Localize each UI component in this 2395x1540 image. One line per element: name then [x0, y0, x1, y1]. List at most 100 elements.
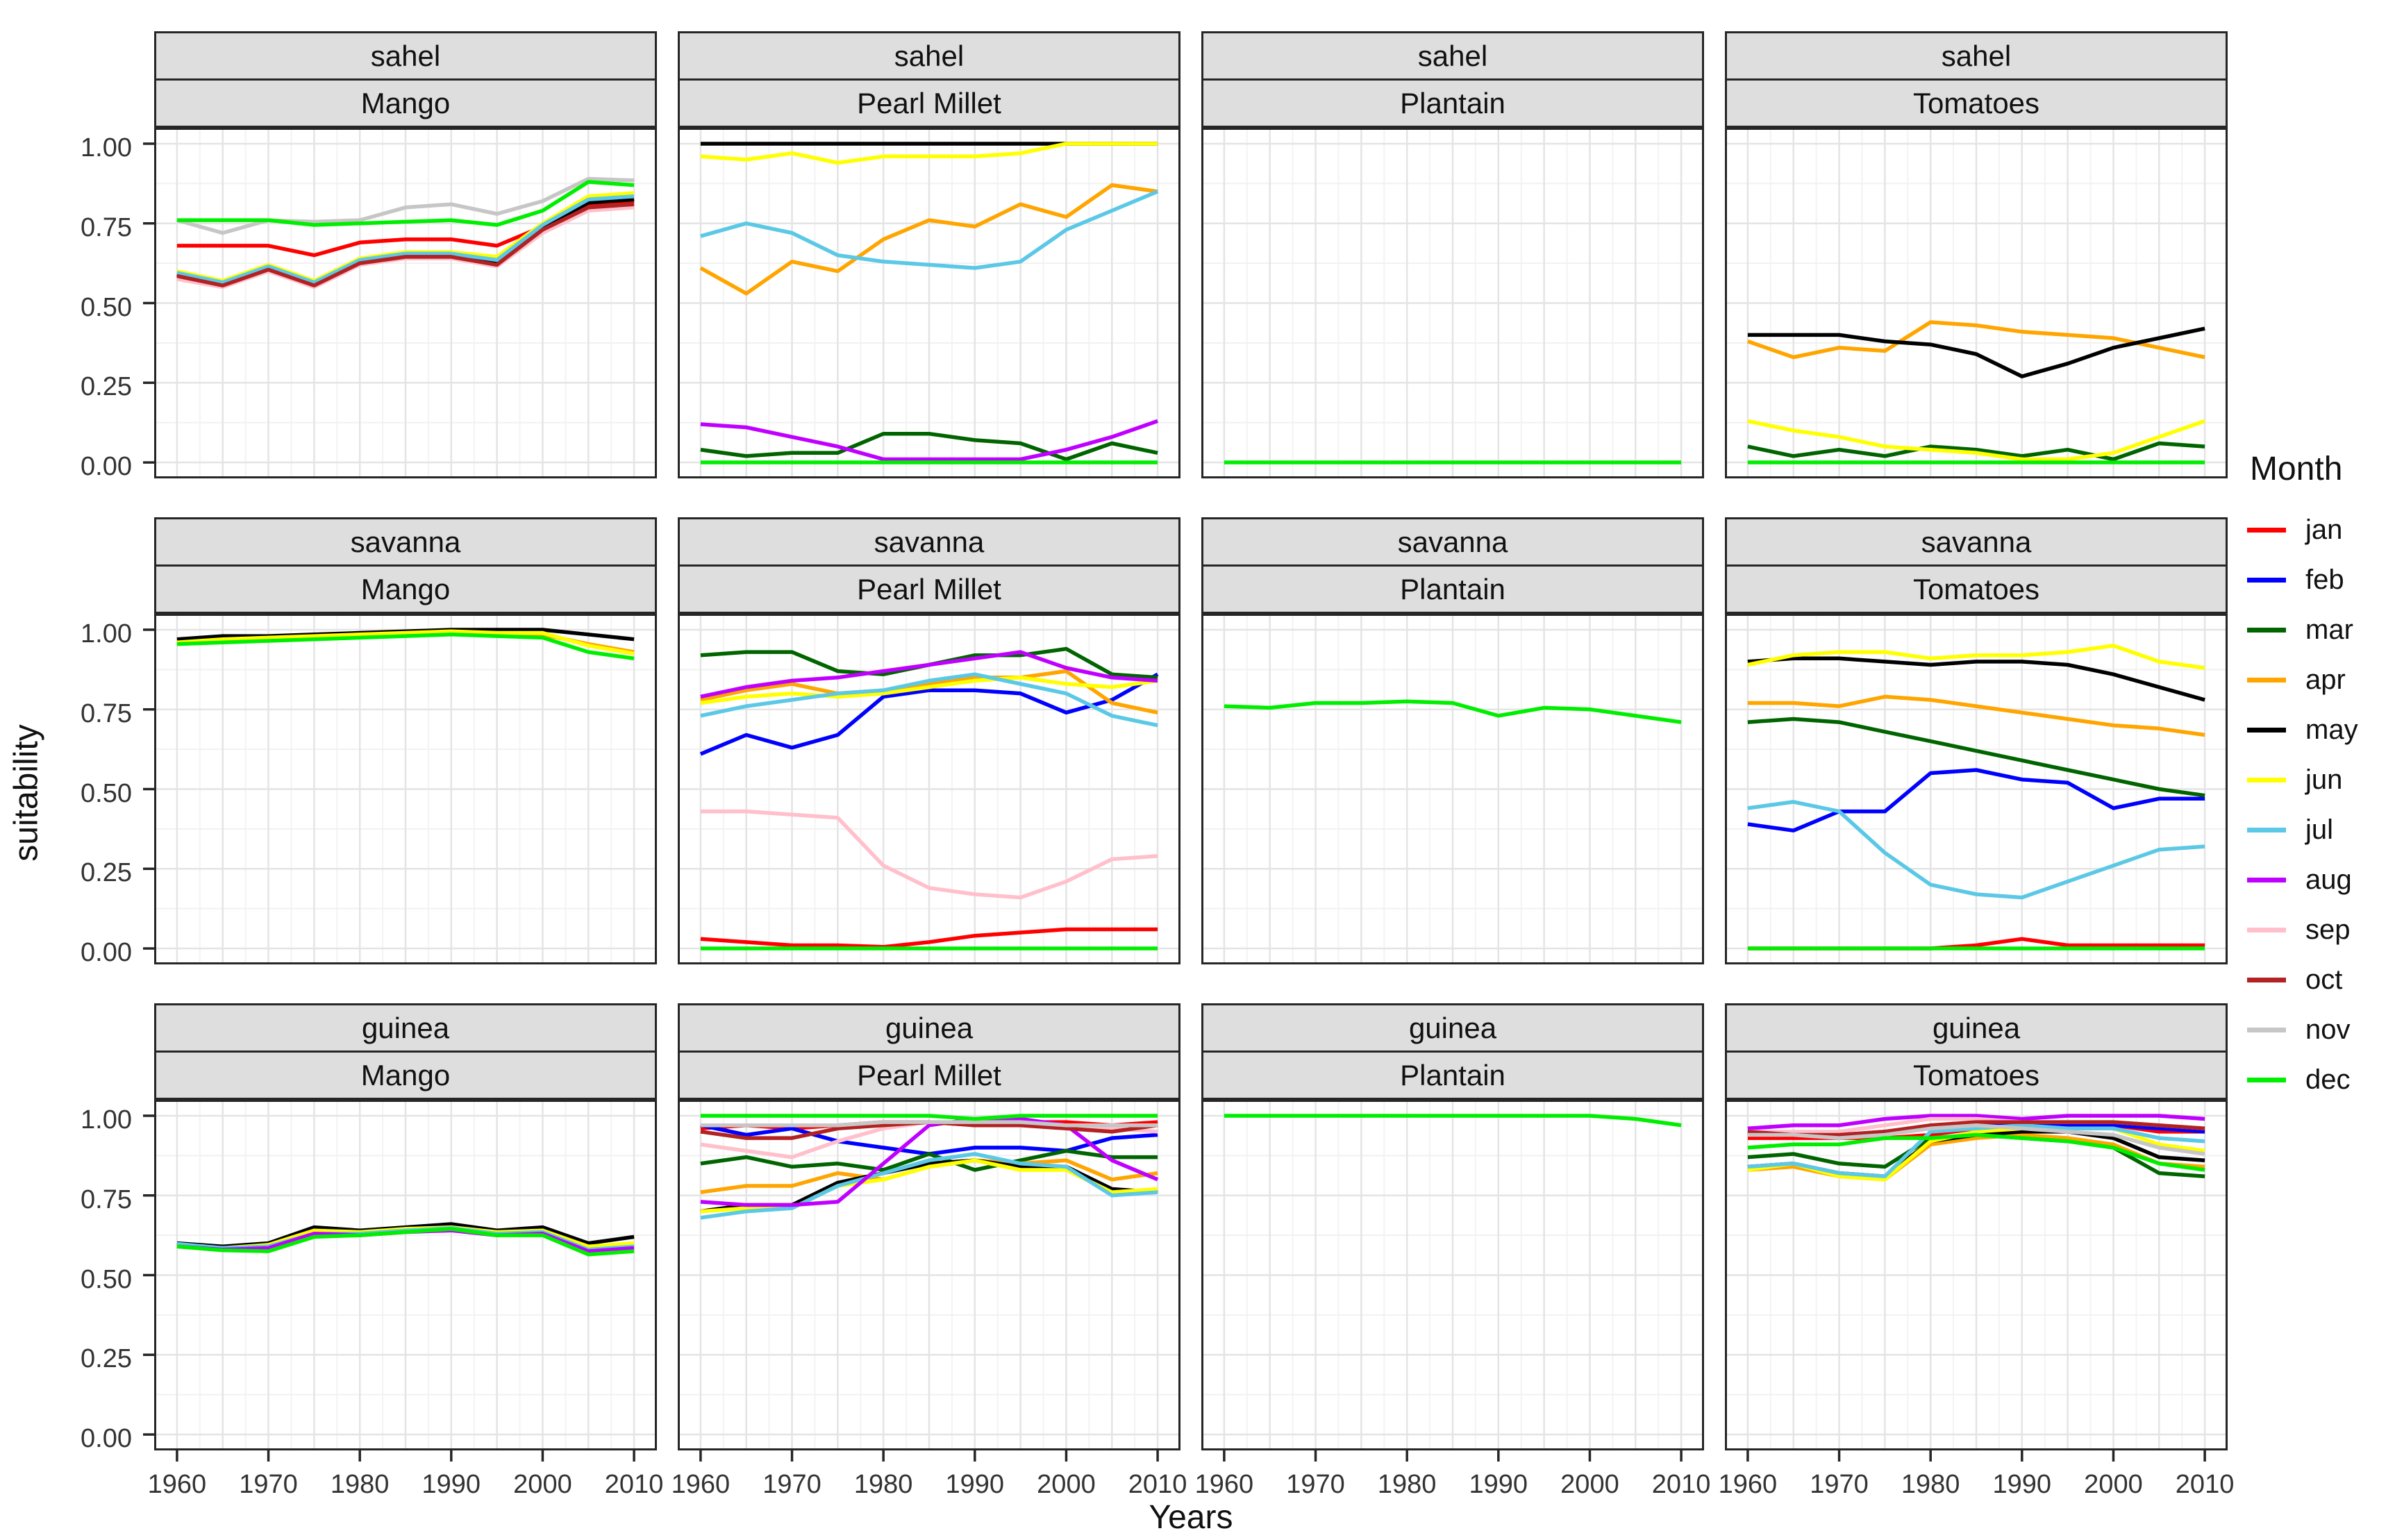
- legend-label: feb: [2305, 564, 2344, 595]
- facet-plot: [143, 1100, 657, 1462]
- line-jun: [1747, 419, 2206, 462]
- line-sep: [700, 809, 1158, 900]
- y-tick-label: 0.75: [81, 1185, 132, 1214]
- facet-savanna-pearl-millet: savanna Pearl Millet: [678, 517, 1180, 964]
- facet-sahel-pearl-millet: sahel Pearl Millet: [678, 31, 1180, 478]
- facet-plot: [1725, 128, 2228, 478]
- facet-sahel-plantain: sahel Plantain: [1201, 31, 1704, 478]
- legend-label: jan: [2305, 514, 2343, 545]
- y-tick-label: 0.25: [81, 1344, 132, 1374]
- facet-savanna-plantain: savanna Plantain: [1201, 517, 1704, 964]
- y-tick-label: 1.00: [81, 1105, 132, 1135]
- legend-item-feb: feb: [2247, 555, 2395, 605]
- x-tick-label: 2000: [1037, 1470, 1096, 1499]
- legend: Month jan feb mar apr may jun jul aug sep oct nov d…: [2247, 450, 2395, 1105]
- x-tick-label: 2000: [2084, 1470, 2143, 1499]
- facet-strip-region: sahel: [154, 31, 657, 81]
- facet-strip-crop: Tomatoes: [1725, 78, 2228, 128]
- legend-swatch-may-icon: [2247, 727, 2286, 733]
- x-tick-label: 1970: [1810, 1470, 1869, 1499]
- facet-plot: [1201, 614, 1704, 964]
- legend-item-mar: mar: [2247, 605, 2395, 655]
- x-tick-label: 1980: [1377, 1470, 1437, 1499]
- line-may: [1747, 656, 2205, 702]
- line-jan: [700, 927, 1158, 949]
- facet-sahel-mango: sahel Mango: [143, 31, 657, 478]
- legend-label: mar: [2305, 614, 2353, 645]
- y-tick-label: 0.50: [81, 778, 132, 808]
- line-jun: [700, 142, 1158, 165]
- x-tick-label: 1970: [762, 1470, 821, 1499]
- facet-plot: [1201, 128, 1704, 478]
- facet-strip-crop: Pearl Millet: [678, 564, 1180, 614]
- y-tick-label: 0.25: [81, 858, 132, 888]
- line-nov: [1747, 1123, 2205, 1156]
- facet-strip-region: sahel: [678, 31, 1180, 81]
- facet-plot: [678, 128, 1180, 478]
- legend-label: apr: [2305, 664, 2346, 695]
- legend-swatch-jul-icon: [2247, 827, 2286, 832]
- x-tick-label: 1960: [1718, 1470, 1778, 1499]
- facet-strip-region: savanna: [1725, 517, 2228, 567]
- facet-strip-region: guinea: [154, 1003, 657, 1053]
- facet-strip-crop: Tomatoes: [1725, 1051, 2228, 1100]
- line-nov: [700, 1120, 1158, 1128]
- line-aug: [700, 419, 1159, 462]
- facet-strip-crop: Mango: [154, 78, 657, 128]
- line-jul: [176, 194, 635, 285]
- facet-guinea-mango: guinea Mango: [143, 1003, 657, 1462]
- legend-item-jun: jun: [2247, 755, 2395, 805]
- legend-item-jul: jul: [2247, 805, 2395, 855]
- x-tick-label: 2010: [604, 1470, 664, 1499]
- x-tick-label: 1990: [422, 1470, 481, 1499]
- facet-plot: [1725, 614, 2228, 964]
- facet-savanna-mango: savanna Mango: [143, 517, 657, 964]
- facet-guinea-pearl-millet: guinea Pearl Millet: [678, 1003, 1180, 1462]
- facet-savanna-tomatoes: savanna Tomatoes: [1725, 517, 2228, 964]
- x-tick-label: 1970: [1286, 1470, 1345, 1499]
- x-tick-label: 1960: [147, 1470, 207, 1499]
- legend-swatch-jun-icon: [2247, 777, 2286, 782]
- line-jul: [700, 190, 1159, 270]
- x-tick-label: 1960: [1194, 1470, 1254, 1499]
- legend-item-oct: oct: [2247, 955, 2395, 1005]
- legend-title: Month: [2250, 451, 2343, 487]
- legend-swatch-jan-icon: [2247, 527, 2286, 533]
- facet-plot: [1201, 1100, 1704, 1462]
- facet-strip-region: sahel: [1201, 31, 1704, 81]
- legend-item-apr: apr: [2247, 655, 2395, 705]
- x-tick-label: 2010: [2175, 1470, 2235, 1499]
- x-tick-label: 2000: [1560, 1470, 1619, 1499]
- facet-strip-crop: Pearl Millet: [678, 78, 1180, 128]
- x-tick-label: 1980: [330, 1470, 390, 1499]
- line-dec: [176, 180, 635, 227]
- line-dec: [1224, 1114, 1682, 1128]
- line-aug: [1747, 1114, 2205, 1131]
- legend-swatch-mar-icon: [2247, 627, 2286, 633]
- legend-item-jan: jan: [2247, 505, 2395, 555]
- x-tick-label: 1990: [945, 1470, 1005, 1499]
- line-feb: [699, 672, 1159, 756]
- line-dec: [176, 1227, 635, 1257]
- facet-strip-crop: Mango: [154, 1051, 657, 1100]
- legend-item-may: may: [2247, 705, 2395, 755]
- line-dec: [700, 1114, 1158, 1121]
- line-jul: [1747, 1123, 2205, 1178]
- y-tick-label: 0.50: [81, 292, 132, 322]
- facet-guinea-plantain: guinea Plantain: [1201, 1003, 1704, 1462]
- line-apr: [700, 669, 1158, 714]
- facet-strip-crop: Pearl Millet: [678, 1051, 1180, 1100]
- x-axis-title: Years: [1149, 1499, 1233, 1536]
- facet-strip-crop: Plantain: [1201, 1051, 1704, 1100]
- y-tick-label: 1.00: [81, 133, 132, 162]
- line-nov: [176, 176, 635, 235]
- legend-label: dec: [2305, 1064, 2351, 1095]
- x-tick-label: 2010: [1128, 1470, 1187, 1499]
- facet-plot: [678, 614, 1180, 964]
- y-tick-label: 0.00: [81, 938, 132, 968]
- facet-strip-crop: Mango: [154, 564, 657, 614]
- facet-strip-region: guinea: [1725, 1003, 2228, 1053]
- line-jun: [1747, 1126, 2205, 1182]
- line-feb: [1747, 768, 2205, 832]
- legend-swatch-oct-icon: [2247, 977, 2286, 982]
